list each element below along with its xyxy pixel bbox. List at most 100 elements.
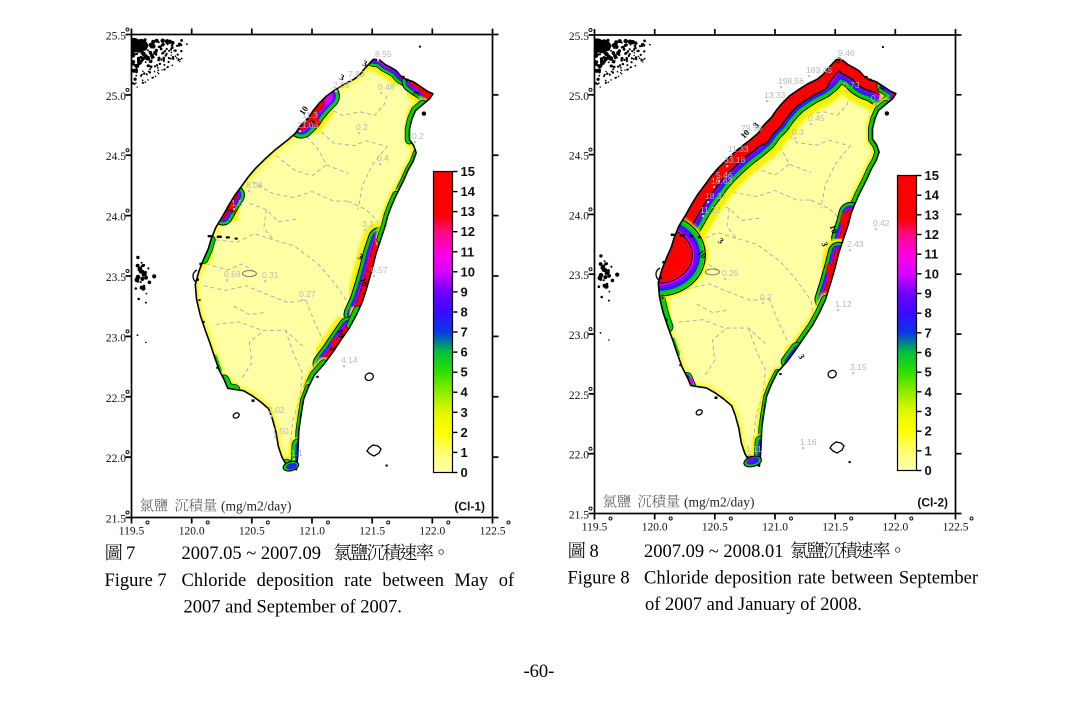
svg-text:Figure 7: Figure 7 bbox=[105, 571, 167, 591]
svg-text:0.4: 0.4 bbox=[377, 153, 389, 163]
svg-text:5: 5 bbox=[925, 365, 932, 380]
svg-text:183.45: 183.45 bbox=[806, 65, 832, 75]
svg-text:24.5: 24.5 bbox=[106, 151, 126, 163]
svg-text:79.58: 79.58 bbox=[741, 123, 763, 133]
svg-text:25.0: 25.0 bbox=[569, 91, 589, 103]
svg-text:(mg/m2/day): (mg/m2/day) bbox=[684, 495, 755, 510]
svg-text:23.5: 23.5 bbox=[106, 272, 126, 284]
svg-text:10: 10 bbox=[461, 264, 475, 279]
svg-text:7.83: 7.83 bbox=[348, 69, 365, 79]
svg-text:3.15: 3.15 bbox=[850, 362, 867, 372]
svg-text:8.08: 8.08 bbox=[246, 180, 263, 190]
svg-text:21.05: 21.05 bbox=[297, 120, 319, 130]
svg-text:15: 15 bbox=[925, 168, 939, 183]
svg-text:(Cl-2): (Cl-2) bbox=[917, 496, 948, 510]
svg-text:2007 and September of 2007.: 2007 and September of 2007. bbox=[184, 598, 402, 618]
svg-text:4: 4 bbox=[461, 385, 469, 400]
svg-text:24.0: 24.0 bbox=[106, 212, 126, 224]
svg-text:8: 8 bbox=[925, 306, 932, 321]
svg-text:14: 14 bbox=[461, 184, 476, 199]
svg-text:18.37: 18.37 bbox=[705, 191, 727, 201]
svg-text:0.25: 0.25 bbox=[722, 268, 739, 278]
svg-text:0.2: 0.2 bbox=[356, 122, 368, 132]
svg-text:4: 4 bbox=[925, 384, 933, 399]
svg-text:0: 0 bbox=[925, 463, 932, 478]
svg-text:8.55: 8.55 bbox=[375, 49, 392, 59]
svg-text:3: 3 bbox=[461, 405, 468, 420]
svg-text:3: 3 bbox=[328, 345, 339, 352]
svg-text:9: 9 bbox=[925, 286, 932, 301]
svg-text:7: 7 bbox=[925, 325, 932, 340]
svg-text:24.5: 24.5 bbox=[569, 151, 589, 163]
svg-text:9: 9 bbox=[461, 284, 468, 299]
svg-text:12: 12 bbox=[461, 224, 475, 239]
svg-text:3: 3 bbox=[307, 118, 318, 127]
svg-text:3.1: 3.1 bbox=[362, 219, 374, 229]
svg-text:21.5: 21.5 bbox=[106, 514, 126, 526]
svg-text:3: 3 bbox=[411, 91, 422, 97]
svg-text:23.5: 23.5 bbox=[569, 270, 589, 282]
svg-text:3: 3 bbox=[338, 72, 345, 83]
svg-text:121.0: 121.0 bbox=[762, 522, 788, 534]
svg-text:1: 1 bbox=[461, 445, 468, 460]
svg-text:198.56: 198.56 bbox=[778, 76, 804, 86]
svg-text:2.43: 2.43 bbox=[847, 239, 864, 249]
svg-text:10: 10 bbox=[358, 277, 370, 288]
svg-text:9.46: 9.46 bbox=[838, 48, 855, 58]
svg-text:3: 3 bbox=[716, 236, 726, 246]
svg-text:5: 5 bbox=[461, 365, 468, 380]
svg-text:122.0: 122.0 bbox=[419, 526, 445, 538]
svg-text:25.0: 25.0 bbox=[106, 91, 126, 103]
svg-text:25.5: 25.5 bbox=[106, 31, 126, 43]
svg-text:121.0: 121.0 bbox=[299, 526, 325, 538]
svg-text:1: 1 bbox=[925, 443, 932, 458]
svg-text:3: 3 bbox=[835, 55, 842, 66]
svg-text:1.1: 1.1 bbox=[291, 448, 303, 458]
svg-text:0.73: 0.73 bbox=[843, 80, 860, 90]
svg-text:3: 3 bbox=[876, 85, 887, 92]
svg-text:0.45: 0.45 bbox=[808, 113, 825, 123]
svg-text:0.4: 0.4 bbox=[871, 93, 883, 103]
svg-text:0.48: 0.48 bbox=[378, 82, 395, 92]
svg-text:2.05: 2.05 bbox=[333, 80, 350, 90]
svg-text:25.5: 25.5 bbox=[569, 31, 589, 43]
svg-text:13.33: 13.33 bbox=[764, 90, 786, 100]
svg-text:3: 3 bbox=[796, 352, 807, 361]
svg-text:2.02: 2.02 bbox=[268, 405, 285, 415]
svg-text:22.0: 22.0 bbox=[106, 453, 126, 465]
svg-text:121.5: 121.5 bbox=[822, 522, 848, 534]
svg-text:1.5: 1.5 bbox=[231, 198, 243, 208]
svg-text:121.5: 121.5 bbox=[359, 526, 385, 538]
svg-text:2007.05 ~ 2007.09: 2007.05 ~ 2007.09 bbox=[182, 544, 322, 564]
svg-text:7: 7 bbox=[126, 544, 135, 564]
svg-text:(mg/m2/day): (mg/m2/day) bbox=[221, 499, 292, 514]
svg-text:0: 0 bbox=[461, 465, 468, 480]
svg-text:14: 14 bbox=[925, 188, 940, 203]
svg-text:2: 2 bbox=[461, 425, 468, 440]
svg-text:12: 12 bbox=[925, 227, 939, 242]
svg-text:-60-: -60- bbox=[524, 662, 555, 682]
svg-text:of 2007 and January of 2008.: of 2007 and January of 2008. bbox=[645, 595, 862, 615]
svg-text:2007.09 ~ 2008.01: 2007.09 ~ 2008.01 bbox=[644, 542, 784, 562]
svg-text:16.63: 16.63 bbox=[711, 176, 733, 186]
svg-text:0.27: 0.27 bbox=[299, 289, 316, 299]
svg-text:120.5: 120.5 bbox=[702, 522, 728, 534]
svg-text:8: 8 bbox=[461, 305, 468, 320]
svg-text:0.42: 0.42 bbox=[873, 218, 890, 228]
svg-text:10: 10 bbox=[828, 223, 840, 234]
svg-text:1.16: 1.16 bbox=[800, 437, 817, 447]
svg-text:120.0: 120.0 bbox=[642, 522, 668, 534]
svg-text:122.5: 122.5 bbox=[943, 522, 969, 534]
svg-text:21.5: 21.5 bbox=[569, 510, 589, 522]
svg-text:0.2: 0.2 bbox=[412, 131, 424, 141]
svg-text:Figure 8: Figure 8 bbox=[568, 569, 630, 589]
svg-text:3: 3 bbox=[356, 251, 365, 262]
svg-text:15: 15 bbox=[461, 164, 475, 179]
svg-text:7: 7 bbox=[461, 325, 468, 340]
svg-text:5.46: 5.46 bbox=[716, 170, 733, 180]
svg-text:10: 10 bbox=[925, 266, 939, 281]
svg-text:11: 11 bbox=[925, 247, 939, 262]
svg-text:11.33: 11.33 bbox=[728, 144, 749, 154]
svg-text:13: 13 bbox=[461, 204, 475, 219]
svg-text:4.14: 4.14 bbox=[341, 355, 358, 365]
